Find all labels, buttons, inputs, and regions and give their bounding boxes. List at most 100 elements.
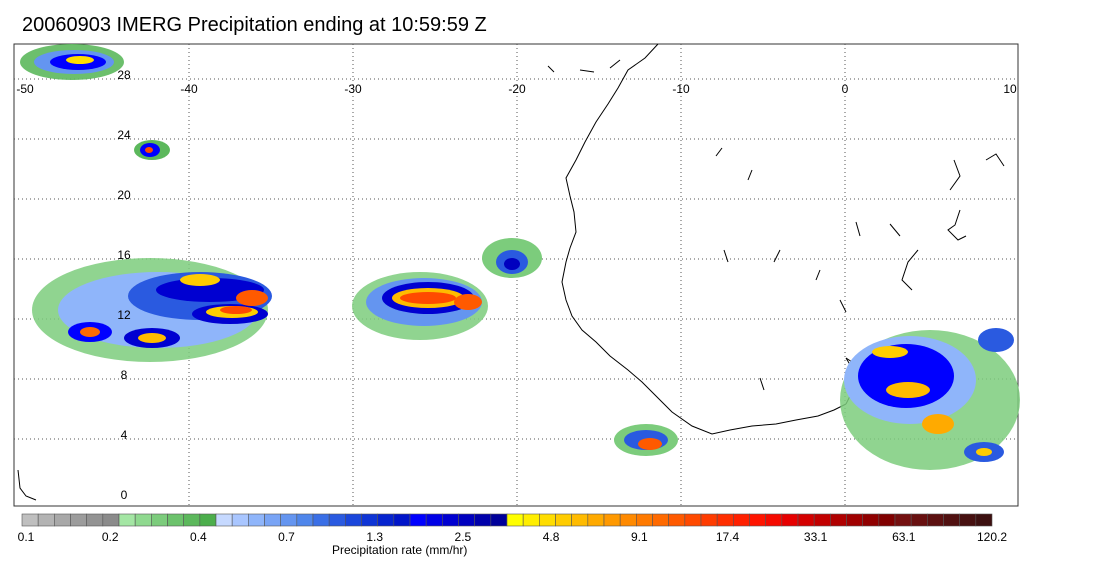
colorbar-swatch <box>943 513 960 527</box>
precip-cell-gulf-west <box>614 424 678 456</box>
colorbar-swatch <box>474 513 492 527</box>
colorbar-swatch <box>733 513 750 527</box>
colorbar-swatch <box>797 513 815 527</box>
precip-cell-minus20 <box>482 238 542 278</box>
precip-cell-west-atlantic <box>32 258 272 362</box>
colorbar-swatch <box>328 513 346 527</box>
colorbar-swatch <box>765 513 783 527</box>
colorbar-swatch <box>910 513 928 527</box>
colorbar-swatch <box>409 513 427 527</box>
colorbar-swatch <box>684 513 702 527</box>
colorbar-swatch <box>86 513 104 527</box>
lon-label: -30 <box>344 82 362 96</box>
lat-label: 4 <box>121 428 128 442</box>
lon-label: -40 <box>180 82 198 96</box>
colorbar-swatch <box>215 513 233 527</box>
colorbar-swatch <box>603 513 621 527</box>
lat-label: 0 <box>121 488 128 502</box>
colorbar-tick-label: 2.5 <box>455 530 472 544</box>
colorbar-swatch <box>846 513 863 527</box>
colorbar-swatch <box>878 513 896 527</box>
lon-label: 10 <box>1003 82 1017 96</box>
colorbar-swatch <box>539 513 556 527</box>
colorbar-swatch <box>70 513 87 527</box>
colorbar-swatch <box>183 513 201 527</box>
colorbar-tick-label: 63.1 <box>892 530 916 544</box>
colorbar-swatch <box>377 513 395 527</box>
colorbar-swatch <box>506 513 524 527</box>
colorbar-tick-label: 120.2 <box>977 530 1007 544</box>
inland-water <box>17 59 1005 501</box>
lat-label: 16 <box>117 248 131 262</box>
colorbar-tick-label: 0.1 <box>18 530 35 544</box>
colorbar-tick-label: 0.2 <box>102 530 119 544</box>
precip-cell-24n <box>134 140 170 160</box>
longitude-labels: -50 -40 -30 -20 -10 0 10 <box>16 82 1017 96</box>
lat-label: 12 <box>117 308 131 322</box>
colorbar-swatch <box>749 513 766 527</box>
colorbar-swatch <box>959 513 977 527</box>
colorbar-tick-labels: 0.1 0.2 0.4 0.7 1.3 2.5 4.8 9.1 17.4 33.1 63.1 120.… <box>18 530 1008 544</box>
precip-cell-east-land <box>840 328 1020 470</box>
lon-label: -10 <box>672 82 690 96</box>
colorbar-tick-label: 17.4 <box>716 530 740 544</box>
colorbar-swatch <box>555 513 572 527</box>
lat-label: 24 <box>117 128 131 142</box>
colorbar-swatch <box>345 513 362 527</box>
colorbar-swatch <box>862 513 880 527</box>
colorbar-swatch <box>813 513 831 527</box>
map-title: 20060903 IMERG Precipitation ending at 1… <box>22 14 487 36</box>
colorbar-swatch <box>118 513 136 527</box>
colorbar-tick-label: 4.8 <box>543 530 560 544</box>
colorbar-swatch <box>652 513 669 527</box>
colorbar-swatch <box>21 513 39 527</box>
colorbar-swatch <box>199 513 217 527</box>
colorbar-swatch <box>522 513 540 527</box>
colorbar-swatch <box>636 513 653 527</box>
colorbar-swatch <box>425 513 443 527</box>
colorbar-swatch <box>296 513 314 527</box>
colorbar-swatch <box>927 513 944 527</box>
colorbar-tick-label: 0.7 <box>278 530 295 544</box>
lon-label: -20 <box>508 82 526 96</box>
colorbar-swatch <box>700 513 718 527</box>
colorbar-swatch <box>248 513 265 527</box>
colorbar-swatch <box>167 513 184 527</box>
colorbar-swatch <box>619 513 637 527</box>
colorbar-tick-label: 9.1 <box>631 530 648 544</box>
latitude-labels: 28 24 20 16 12 8 4 0 <box>117 68 131 502</box>
colorbar <box>21 513 993 527</box>
lat-label: 28 <box>117 68 131 82</box>
lat-label: 20 <box>117 188 131 202</box>
lon-label: -50 <box>16 82 34 96</box>
colorbar-swatch <box>393 513 411 527</box>
colorbar-swatch <box>231 513 249 527</box>
colorbar-swatch <box>151 513 168 527</box>
colorbar-swatch <box>54 513 71 527</box>
colorbar-swatch <box>781 513 799 527</box>
colorbar-swatch <box>264 513 281 527</box>
colorbar-swatch <box>894 513 912 527</box>
colorbar-tick-label: 33.1 <box>804 530 828 544</box>
lon-label: 0 <box>842 82 849 96</box>
colorbar-swatch <box>442 513 459 527</box>
colorbar-swatch <box>975 513 993 527</box>
colorbar-swatch <box>716 513 734 527</box>
colorbar-swatch <box>490 513 508 527</box>
precip-cell-central-atlantic <box>352 272 488 340</box>
colorbar-swatch <box>102 513 120 527</box>
colorbar-swatch <box>280 513 298 527</box>
colorbar-tick-label: 0.4 <box>190 530 207 544</box>
colorbar-title: Precipitation rate (mm/hr) <box>332 543 468 557</box>
colorbar-swatch <box>571 513 589 527</box>
colorbar-swatch <box>458 513 475 527</box>
colorbar-swatch <box>37 513 55 527</box>
colorbar-tick-label: 1.3 <box>366 530 383 544</box>
lat-label: 8 <box>121 368 128 382</box>
colorbar-swatch <box>134 513 152 527</box>
colorbar-swatch <box>587 513 605 527</box>
precip-cell-northwest <box>20 44 124 80</box>
colorbar-swatch <box>312 513 330 527</box>
meridian-gridlines <box>188 44 846 506</box>
